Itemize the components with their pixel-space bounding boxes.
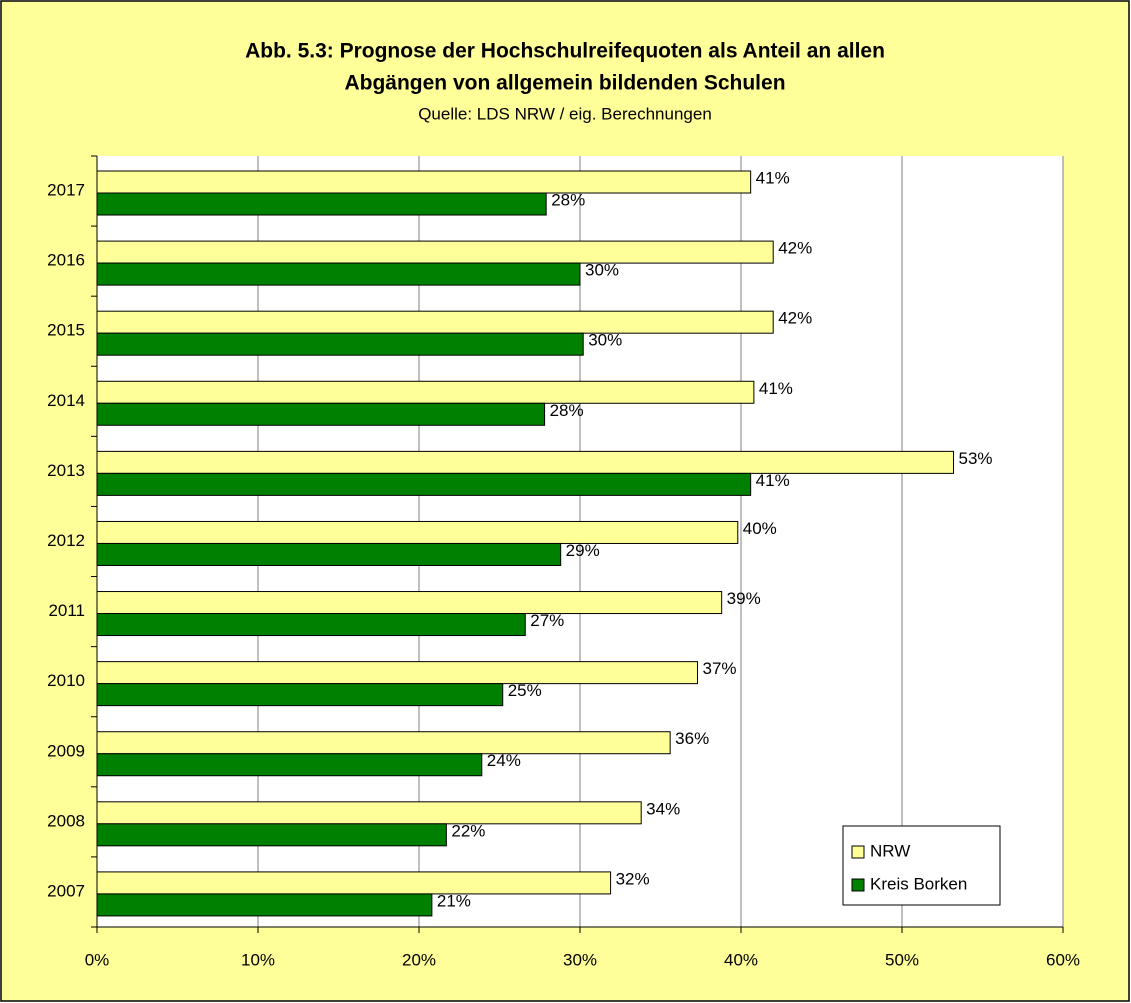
x-tick-label: 50% bbox=[885, 950, 919, 969]
data-label: 34% bbox=[646, 799, 680, 818]
x-tick-label: 0% bbox=[85, 950, 110, 969]
bar bbox=[96, 170, 752, 194]
x-tick-label: 60% bbox=[1046, 950, 1080, 969]
legend-label: Kreis Borken bbox=[870, 874, 967, 893]
bar bbox=[96, 591, 723, 615]
bar bbox=[96, 893, 433, 917]
legend-label: NRW bbox=[870, 841, 910, 860]
data-label: 41% bbox=[756, 471, 790, 490]
bar bbox=[96, 542, 562, 566]
y-tick-label: 2017 bbox=[47, 181, 85, 200]
y-tick-label: 2008 bbox=[47, 811, 85, 830]
x-tick-label: 20% bbox=[402, 950, 436, 969]
data-label: 40% bbox=[743, 519, 777, 538]
data-label: 41% bbox=[759, 379, 793, 398]
y-tick-label: 2011 bbox=[48, 601, 85, 620]
data-label: 28% bbox=[551, 190, 585, 209]
bar bbox=[96, 402, 546, 426]
bar bbox=[96, 871, 612, 895]
x-tick-label: 10% bbox=[241, 950, 275, 969]
data-label: 42% bbox=[778, 239, 812, 258]
bar bbox=[96, 380, 755, 404]
y-tick-label: 2016 bbox=[47, 251, 85, 270]
y-tick-label: 2009 bbox=[47, 741, 85, 760]
data-label: 32% bbox=[616, 869, 650, 888]
data-label: 37% bbox=[703, 659, 737, 678]
bar bbox=[96, 450, 955, 474]
bar bbox=[96, 192, 547, 216]
chart-title: Abgängen von allgemein bildenden Schulen bbox=[344, 72, 785, 95]
data-label: 42% bbox=[778, 309, 812, 328]
legend-swatch bbox=[851, 878, 865, 892]
legend-swatch bbox=[851, 845, 865, 859]
data-label: 30% bbox=[585, 261, 619, 280]
bar bbox=[96, 801, 642, 825]
data-label: 21% bbox=[437, 891, 471, 910]
bar bbox=[96, 613, 526, 637]
data-label: 41% bbox=[756, 168, 790, 187]
data-label: 36% bbox=[675, 729, 709, 748]
y-tick-label: 2015 bbox=[47, 321, 85, 340]
data-label: 53% bbox=[959, 449, 993, 468]
bar bbox=[96, 661, 699, 685]
y-tick-label: 2013 bbox=[47, 461, 85, 480]
data-label: 28% bbox=[550, 401, 584, 420]
bar bbox=[96, 472, 752, 496]
y-tick-label: 2007 bbox=[47, 881, 85, 900]
bar bbox=[96, 731, 671, 755]
bar bbox=[96, 332, 584, 356]
data-label: 39% bbox=[727, 589, 761, 608]
data-label: 24% bbox=[487, 751, 521, 770]
legend-box bbox=[842, 825, 1001, 906]
bar bbox=[96, 520, 739, 544]
bar bbox=[96, 240, 774, 264]
bar bbox=[96, 310, 774, 334]
bar bbox=[96, 683, 504, 707]
data-label: 27% bbox=[530, 611, 564, 630]
x-tick-label: 30% bbox=[563, 950, 597, 969]
bar bbox=[96, 753, 483, 777]
y-tick-label: 2010 bbox=[47, 671, 85, 690]
bar bbox=[96, 823, 447, 847]
data-label: 22% bbox=[451, 821, 485, 840]
data-label: 25% bbox=[508, 681, 542, 700]
x-tick-label: 40% bbox=[724, 950, 758, 969]
chart-subtitle: Quelle: LDS NRW / eig. Berechnungen bbox=[418, 104, 712, 123]
y-tick-label: 2012 bbox=[47, 531, 85, 550]
y-tick-label: 2014 bbox=[47, 391, 85, 410]
chart-title: Abb. 5.3: Prognose der Hochschulreifequo… bbox=[245, 40, 885, 63]
data-label: 29% bbox=[566, 541, 600, 560]
data-label: 30% bbox=[588, 331, 622, 350]
bar bbox=[96, 262, 581, 286]
